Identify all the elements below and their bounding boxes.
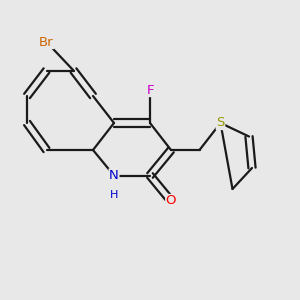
Text: S: S (216, 116, 225, 130)
Text: Br: Br (39, 35, 54, 49)
Text: O: O (166, 194, 176, 208)
Text: N: N (109, 169, 119, 182)
Text: H: H (110, 190, 118, 200)
Text: F: F (146, 83, 154, 97)
